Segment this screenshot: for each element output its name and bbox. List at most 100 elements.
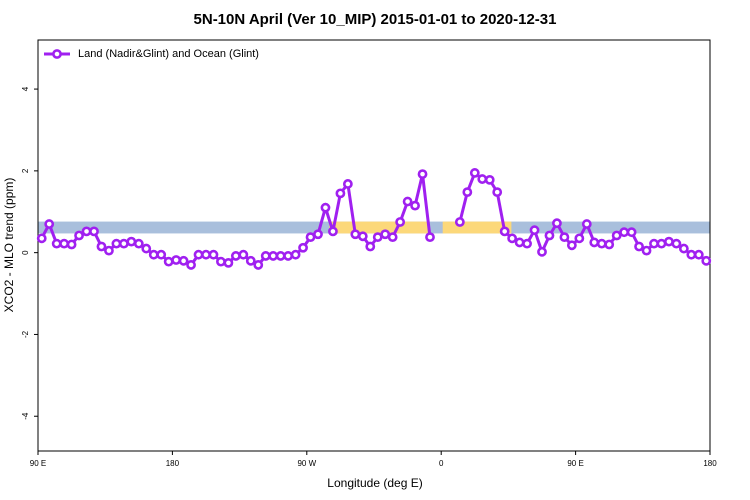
data-point [574,233,585,244]
data-point [686,249,697,260]
data-point [656,238,667,249]
data-point [499,226,510,237]
data-point [313,229,323,240]
data-point [342,179,353,189]
reference-band [442,221,512,234]
y-tick-label: -2 [21,330,30,338]
data-point [604,239,615,250]
data-point [253,260,264,270]
data-point [186,260,196,270]
data-point [118,238,129,249]
data-point [671,238,682,249]
data-point [477,174,488,184]
data-point [305,232,316,243]
y-tick-label: 4 [21,86,30,91]
data-point [156,249,167,260]
data-point [581,219,592,229]
data-point [537,246,547,257]
x-tick-label: 0 [439,459,444,468]
data-point [81,226,92,237]
y-tick-label: 2 [21,168,30,173]
reference-band [329,221,428,234]
data-point [335,188,346,199]
y-tick-label: -4 [21,412,30,420]
data-point [522,238,532,249]
data-point [529,225,540,236]
data-point [230,251,241,261]
data-point [283,251,294,261]
plot-frame [37,39,711,452]
data-point [89,226,99,237]
data-point [111,238,122,249]
legend-label: Land (Nadir&Glint) and Ocean (Glint) [78,48,259,60]
data-point [328,226,338,237]
x-tick-label: 90 W [297,459,316,468]
x-tick-label: 180 [166,459,180,468]
data-point [350,229,361,240]
data-point [559,232,570,243]
data-point [96,241,107,252]
data-point [320,202,331,213]
data-point [268,251,279,261]
data-point [223,257,234,268]
y-axis-label: XCO2 - MLO trend (ppm) [2,178,16,313]
data-point [566,240,577,251]
data-point [238,249,249,260]
legend-marker [52,49,62,59]
data-point [544,230,555,241]
data-point [178,255,189,266]
data-point [59,238,70,249]
data-point [678,243,689,254]
data-point [425,232,435,243]
data-point [611,230,622,241]
data-point [395,217,406,227]
data-point [66,239,77,250]
data-point [163,256,174,267]
data-point [216,256,226,267]
data-point [469,168,480,178]
data-point [357,231,368,242]
data-point [417,169,428,180]
x-tick-label: 180 [703,459,717,468]
x-tick-label: 90 E [567,459,583,468]
data-point [104,245,114,256]
data-point [507,233,518,244]
data-point [634,241,644,252]
data-point [514,237,525,248]
data-point [141,243,152,254]
data-point [626,227,637,238]
data-point [201,249,211,260]
data-point [552,218,562,229]
data-point [245,255,256,266]
data-point [664,236,674,247]
data-point [589,237,600,248]
data-point [387,232,398,243]
data-point [372,232,383,243]
data-point [36,233,47,244]
data-point [492,187,503,198]
data-point [193,249,204,260]
chart-title: 5N-10N April (Ver 10_MIP) 2015-01-01 to … [194,11,557,28]
data-point [641,245,652,256]
data-point [462,187,473,198]
data-point [148,249,159,260]
data-point [260,251,271,261]
data-point [484,174,495,185]
data-point [410,200,420,211]
data-point [74,230,84,241]
data-point [649,238,659,249]
data-point [275,251,286,261]
x-axis-label: Longitude (deg E) [327,476,422,490]
data-point [171,255,182,265]
data-point [454,217,465,227]
data-point [402,196,413,207]
data-point [44,219,55,229]
data-point [701,255,712,266]
data-point [380,229,391,240]
data-point [298,242,308,253]
data-point [619,227,630,238]
data-point [365,241,376,252]
data-point [133,238,144,249]
data-point [208,249,219,260]
